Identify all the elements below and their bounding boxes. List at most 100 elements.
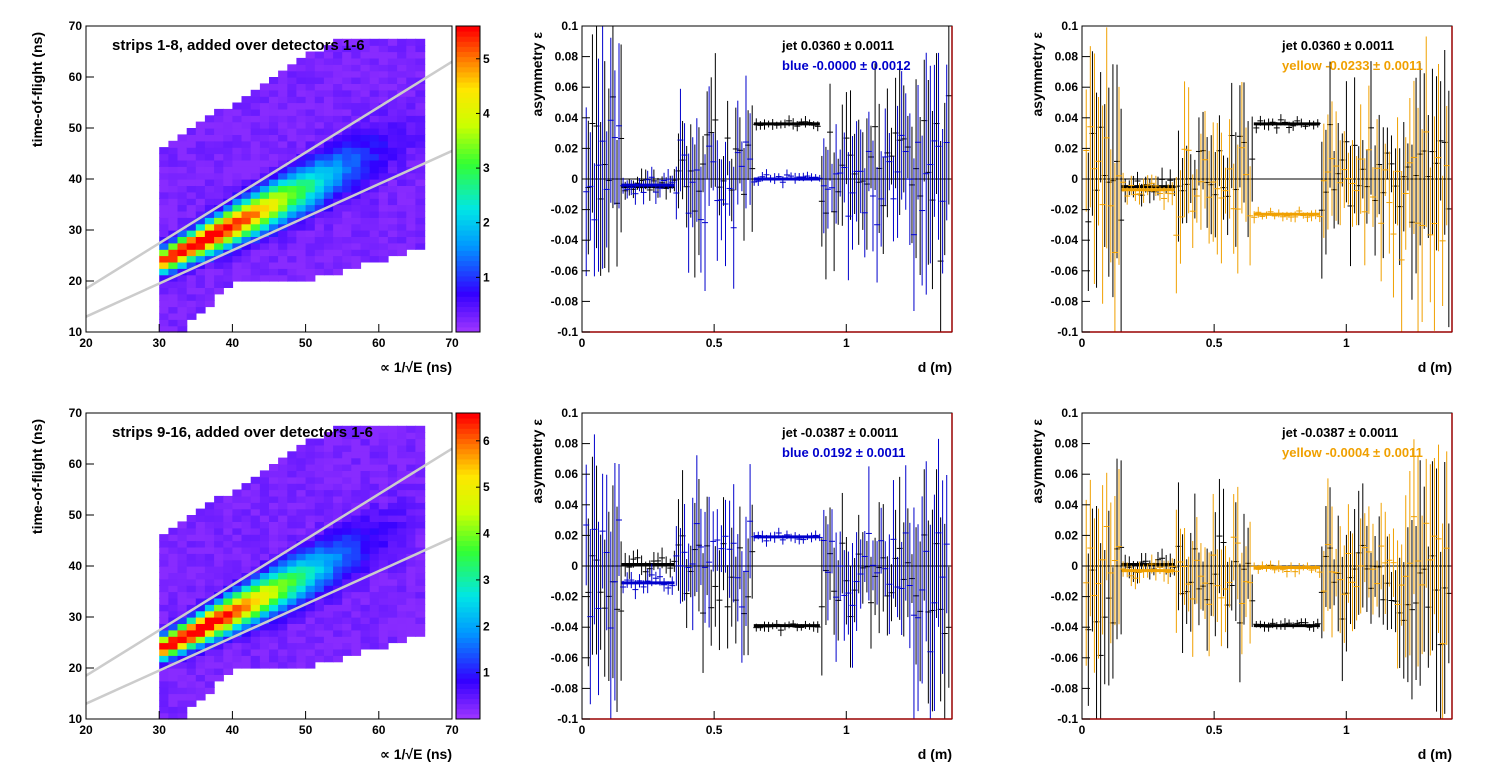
- heatmap-cell: [296, 255, 307, 263]
- heatmap-cell: [223, 255, 234, 263]
- heatmap-cell: [369, 572, 380, 580]
- colorbar-tick-label: 1: [483, 666, 490, 680]
- heatmap-cell: [186, 185, 197, 193]
- heatmap-cell: [387, 508, 398, 516]
- heatmap-cell: [369, 198, 380, 206]
- heatmap-cell: [415, 578, 426, 586]
- heatmap-cell: [278, 140, 288, 148]
- heatmap-cell: [269, 274, 279, 282]
- heatmap-cell: [378, 223, 389, 231]
- heatmap-cell: [177, 274, 188, 282]
- heatmap-cell: [259, 648, 270, 656]
- heatmap-cell: [287, 121, 298, 129]
- heatmap-cell: [397, 242, 407, 250]
- colorbar-segment: [456, 275, 480, 282]
- heatmap-cell: [305, 64, 316, 72]
- colorbar-segment: [456, 77, 480, 83]
- heatmap-cell: [351, 166, 362, 174]
- x-tick-label: 0.5: [706, 723, 723, 737]
- heatmap-cell: [323, 432, 334, 440]
- heatmap-cell: [204, 293, 215, 301]
- heatmap-cell: [269, 464, 279, 471]
- x-tick-label: 1: [1343, 336, 1350, 350]
- heatmap-cell: [333, 57, 343, 65]
- heatmap-cell: [323, 476, 334, 484]
- heatmap-cell: [314, 268, 325, 276]
- heatmap-cell: [314, 617, 325, 624]
- heatmap-cell: [287, 515, 298, 522]
- heatmap-cell: [314, 642, 325, 650]
- heatmap-cell: [406, 534, 417, 542]
- y-tick-label: -0.02: [551, 203, 579, 217]
- heatmap-cell: [387, 153, 398, 161]
- heatmap-cell: [204, 648, 215, 656]
- heatmap-cell: [351, 610, 362, 618]
- heatmap-cell: [168, 147, 179, 155]
- heatmap-cell: [186, 617, 197, 624]
- heatmap-cell: [241, 198, 252, 206]
- heatmap-cell: [342, 566, 352, 573]
- heatmap-cell: [378, 102, 389, 110]
- heatmap-cell: [369, 185, 380, 193]
- heatmap-cell: [378, 495, 389, 503]
- heatmap-cell: [296, 470, 307, 478]
- heatmap-cell: [232, 172, 243, 180]
- heatmap-cell: [269, 268, 279, 276]
- heatmap-cell: [250, 648, 261, 656]
- heatmap-cell: [159, 712, 169, 720]
- heatmap-cell: [305, 508, 316, 516]
- heatmap-cell: [305, 166, 316, 174]
- colorbar-frame: [455, 412, 481, 720]
- heatmap-cell: [168, 604, 179, 612]
- heatmap-cell: [250, 642, 261, 650]
- heatmap-cell: [159, 159, 169, 167]
- heatmap-cell: [269, 559, 279, 567]
- heatmap-cell: [204, 274, 215, 282]
- colorbar-segment: [456, 586, 480, 592]
- heatmap-cell: [333, 223, 343, 231]
- heatmap-cell: [415, 242, 426, 250]
- heatmap-cell: [214, 597, 224, 605]
- heatmap-cell: [195, 281, 206, 288]
- heatmap-cell: [195, 300, 206, 308]
- heatmap-cell: [159, 210, 169, 218]
- heatmap-cell: [186, 287, 197, 295]
- heatmap-cell: [177, 604, 188, 612]
- heatmap-cell: [369, 629, 380, 637]
- heatmap-cell: [214, 566, 224, 573]
- colorbar-segment: [456, 458, 480, 465]
- heatmap-cell: [278, 534, 288, 542]
- heatmap-cell: [406, 489, 417, 497]
- heatmap-cell: [369, 495, 380, 503]
- heatmap-cell: [269, 566, 279, 573]
- heatmap-cell: [241, 147, 252, 155]
- heatmap-cell: [415, 457, 426, 465]
- heatmap-cell: [177, 617, 188, 624]
- heatmap-cell: [214, 198, 224, 206]
- heatmap-cell: [369, 464, 380, 471]
- heatmap-cell: [406, 610, 417, 618]
- heatmap-cell: [378, 610, 389, 618]
- heatmap-cell: [360, 179, 371, 186]
- heatmap-cell: [186, 293, 197, 301]
- heatmap-cell: [214, 674, 224, 682]
- heatmap-cell: [159, 217, 169, 225]
- heatmap-cell: [195, 249, 206, 257]
- heatmap-cell: [397, 204, 407, 212]
- heatmap-cell: [360, 57, 371, 65]
- heatmap-cell: [333, 534, 343, 542]
- heatmap-cell: [342, 223, 352, 231]
- heatmap-cell: [195, 134, 206, 142]
- heatmap-cell: [378, 198, 389, 206]
- heatmap-cell: [195, 566, 206, 573]
- colorbar-segment: [456, 153, 480, 160]
- heatmap-cell: [296, 115, 307, 123]
- heatmap-cell: [342, 38, 352, 46]
- heatmap-cell: [342, 77, 352, 84]
- heatmap-cell: [269, 210, 279, 218]
- heatmap-cell: [223, 242, 234, 250]
- heatmap-cell: [186, 578, 197, 586]
- heatmap-cell: [305, 51, 316, 59]
- heatmap-cell: [241, 546, 252, 554]
- heatmap-cell: [296, 661, 307, 669]
